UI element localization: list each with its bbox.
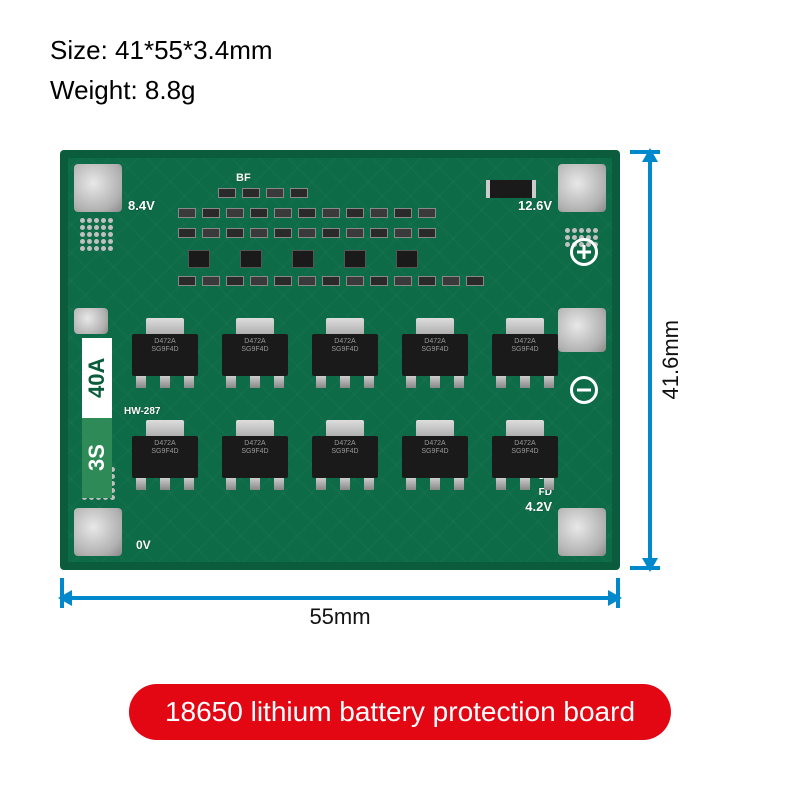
smd-component bbox=[250, 208, 268, 218]
smd-component bbox=[178, 228, 196, 238]
model-badge: 40A 3S bbox=[82, 338, 112, 498]
ic-chip bbox=[188, 250, 210, 268]
silk-label-8v4: 8.4V bbox=[128, 198, 155, 213]
smd-component bbox=[370, 276, 388, 286]
silk-label-bf: BF bbox=[236, 172, 251, 184]
ic-chip bbox=[292, 250, 314, 268]
mosfet-component: D472ASG9F4D bbox=[216, 318, 294, 388]
smd-component bbox=[346, 276, 364, 286]
solder-pad bbox=[74, 164, 122, 212]
dimension-width: 55mm bbox=[60, 578, 620, 638]
solder-pad bbox=[558, 164, 606, 212]
solder-pad bbox=[558, 508, 606, 556]
smd-component bbox=[298, 228, 316, 238]
spec-weight-text: Weight: 8.8g bbox=[50, 75, 196, 106]
terminal-plus-icon bbox=[570, 238, 598, 266]
smd-component bbox=[250, 228, 268, 238]
mosfet-component: D472ASG9F4D bbox=[126, 420, 204, 490]
smd-component bbox=[266, 188, 284, 198]
solder-pad bbox=[74, 308, 108, 334]
smd-component bbox=[226, 208, 244, 218]
caption-pill: 18650 lithium battery protection board bbox=[129, 684, 671, 740]
ic-chip bbox=[344, 250, 366, 268]
pcb-board: 8.4V 12.6V 0V 4.2V BF HW-287 CD FD bbox=[60, 150, 620, 570]
terminal-minus-icon bbox=[570, 376, 598, 404]
mosfet-row-bottom: D472ASG9F4D D472ASG9F4D D472ASG9F4D D472… bbox=[126, 420, 564, 490]
smd-component bbox=[226, 228, 244, 238]
badge-3s: 3S bbox=[82, 418, 112, 498]
smd-component bbox=[242, 188, 260, 198]
ic-chip bbox=[240, 250, 262, 268]
smd-component bbox=[250, 276, 268, 286]
mosfet-component: D472ASG9F4D bbox=[396, 420, 474, 490]
mosfet-component: D472ASG9F4D bbox=[486, 318, 564, 388]
dimension-height: 41.6mm bbox=[630, 150, 710, 570]
diagram-area: 8.4V 12.6V 0V 4.2V BF HW-287 CD FD bbox=[50, 140, 750, 640]
dimension-width-label: 55mm bbox=[309, 604, 370, 630]
smd-component bbox=[274, 228, 292, 238]
smd-component bbox=[202, 208, 220, 218]
smd-component bbox=[274, 276, 292, 286]
smd-component-area bbox=[158, 188, 538, 308]
smd-component bbox=[346, 208, 364, 218]
smd-component bbox=[322, 276, 340, 286]
smd-component bbox=[322, 228, 340, 238]
spec-size-text: Size: 41*55*3.4mm bbox=[50, 35, 273, 66]
smd-component bbox=[394, 208, 412, 218]
smd-component bbox=[394, 276, 412, 286]
mosfet-component: D472ASG9F4D bbox=[306, 318, 384, 388]
smd-component bbox=[202, 228, 220, 238]
silk-label-4v2: 4.2V bbox=[525, 499, 552, 514]
smd-component bbox=[202, 276, 220, 286]
smd-component bbox=[346, 228, 364, 238]
ic-chip bbox=[396, 250, 418, 268]
smd-component bbox=[218, 188, 236, 198]
smd-component bbox=[370, 228, 388, 238]
silk-label-hw: HW-287 bbox=[124, 406, 160, 417]
smd-component bbox=[274, 208, 292, 218]
mosfet-component: D472ASG9F4D bbox=[126, 318, 204, 388]
smd-component bbox=[442, 276, 460, 286]
smd-component bbox=[178, 208, 196, 218]
smd-component bbox=[466, 276, 484, 286]
mosfet-row-top: D472ASG9F4D D472ASG9F4D D472ASG9F4D D472… bbox=[126, 318, 564, 388]
pcb-inner: 8.4V 12.6V 0V 4.2V BF HW-287 CD FD bbox=[68, 158, 612, 562]
dimension-height-label: 41.6mm bbox=[658, 320, 684, 399]
smd-component bbox=[178, 276, 196, 286]
smd-component bbox=[418, 276, 436, 286]
smd-component bbox=[394, 228, 412, 238]
smd-component bbox=[298, 208, 316, 218]
mosfet-component: D472ASG9F4D bbox=[396, 318, 474, 388]
solder-pad bbox=[558, 308, 606, 352]
solder-pad bbox=[74, 508, 122, 556]
smd-component bbox=[370, 208, 388, 218]
smd-component bbox=[418, 228, 436, 238]
smd-component bbox=[322, 208, 340, 218]
silk-label-0v: 0V bbox=[136, 538, 151, 552]
via-grid bbox=[80, 218, 113, 251]
badge-40a: 40A bbox=[82, 338, 112, 418]
smd-component bbox=[418, 208, 436, 218]
smd-component bbox=[290, 188, 308, 198]
mosfet-component: D472ASG9F4D bbox=[486, 420, 564, 490]
mosfet-component: D472ASG9F4D bbox=[306, 420, 384, 490]
smd-component bbox=[298, 276, 316, 286]
smd-component bbox=[226, 276, 244, 286]
mosfet-component: D472ASG9F4D bbox=[216, 420, 294, 490]
